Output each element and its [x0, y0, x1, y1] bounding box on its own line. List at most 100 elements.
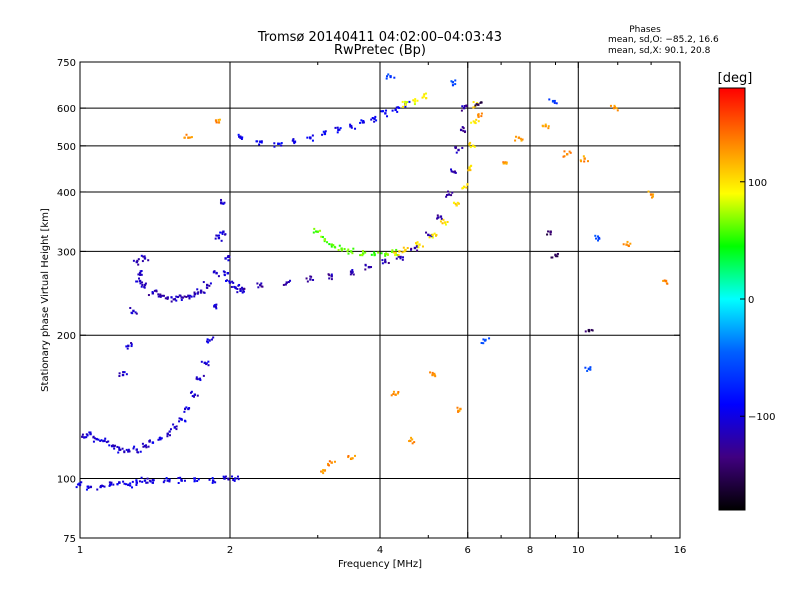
data-point [425, 97, 428, 100]
y-tick-label: 200 [57, 331, 76, 342]
data-point [395, 248, 398, 251]
data-point [205, 283, 209, 287]
data-point [445, 194, 448, 197]
data-point [175, 295, 178, 298]
data-point [584, 366, 587, 369]
data-point [209, 282, 212, 285]
data-point [336, 131, 339, 134]
data-point [395, 106, 398, 109]
phase-heading: Phases [629, 25, 661, 35]
data-point [457, 148, 460, 152]
data-point [116, 483, 119, 486]
data-point [427, 233, 430, 237]
data-point [338, 244, 341, 247]
data-point [168, 434, 171, 437]
data-point [148, 440, 151, 443]
data-point [130, 342, 133, 345]
data-point [197, 291, 200, 294]
data-point [100, 484, 103, 487]
data-point [340, 247, 343, 250]
data-point [469, 169, 472, 172]
data-point [240, 286, 243, 289]
data-point [159, 293, 162, 296]
data-point [178, 420, 181, 423]
data-point [236, 288, 239, 291]
data-point [189, 136, 192, 139]
data-point [108, 484, 111, 487]
data-point [409, 439, 412, 443]
data-point [196, 394, 199, 397]
data-point [107, 440, 110, 443]
data-point [474, 104, 477, 107]
data-point [280, 142, 283, 145]
data-point [428, 236, 431, 239]
data-point [582, 155, 585, 158]
data-point [282, 283, 285, 286]
data-point [554, 253, 557, 257]
data-point [168, 430, 171, 433]
data-point [327, 464, 330, 467]
data-point [228, 256, 231, 259]
data-point [83, 436, 86, 439]
data-point [391, 249, 394, 252]
data-point [214, 237, 217, 240]
data-point [88, 431, 91, 434]
data-point [105, 441, 108, 444]
data-point [312, 278, 315, 281]
data-point [384, 112, 387, 115]
data-point [364, 251, 367, 254]
data-point [480, 115, 483, 118]
data-point [310, 275, 313, 278]
data-point [170, 296, 173, 299]
data-point [193, 291, 196, 294]
data-point [451, 191, 454, 194]
data-point [306, 136, 309, 139]
data-point [125, 483, 128, 486]
data-point [195, 377, 198, 380]
data-point [183, 136, 186, 139]
data-point [413, 246, 417, 250]
data-point [134, 311, 137, 314]
data-point [354, 127, 357, 130]
data-point [166, 296, 169, 299]
data-point [394, 108, 397, 112]
data-point [202, 374, 205, 377]
data-point [417, 246, 420, 249]
data-point [289, 279, 292, 282]
data-point [321, 235, 324, 238]
data-point [322, 130, 325, 133]
data-point [208, 284, 211, 287]
data-point [89, 432, 92, 436]
data-point [553, 101, 556, 104]
data-point [374, 115, 377, 118]
data-point [85, 436, 88, 439]
data-point [220, 202, 223, 205]
data-point [431, 233, 434, 237]
data-point [456, 201, 459, 204]
data-point [472, 106, 475, 109]
data-point [413, 441, 416, 444]
data-point [323, 238, 326, 241]
data-point [305, 277, 308, 280]
data-point [406, 101, 409, 104]
data-point [170, 300, 173, 303]
x-tick-label: 1 [77, 545, 83, 556]
data-point [125, 448, 128, 451]
data-point [371, 116, 374, 119]
data-point [352, 247, 355, 250]
data-point [226, 272, 229, 275]
data-point [293, 140, 297, 143]
data-point [155, 290, 158, 293]
data-point [230, 285, 233, 288]
data-point [472, 120, 475, 123]
data-point [97, 438, 100, 441]
data-point [457, 409, 460, 412]
data-point [597, 235, 600, 238]
data-point [416, 246, 419, 249]
data-point [139, 282, 142, 285]
data-point [474, 122, 477, 125]
data-point [137, 277, 140, 280]
data-point [123, 451, 126, 454]
data-point [460, 109, 463, 112]
data-point [165, 477, 168, 480]
